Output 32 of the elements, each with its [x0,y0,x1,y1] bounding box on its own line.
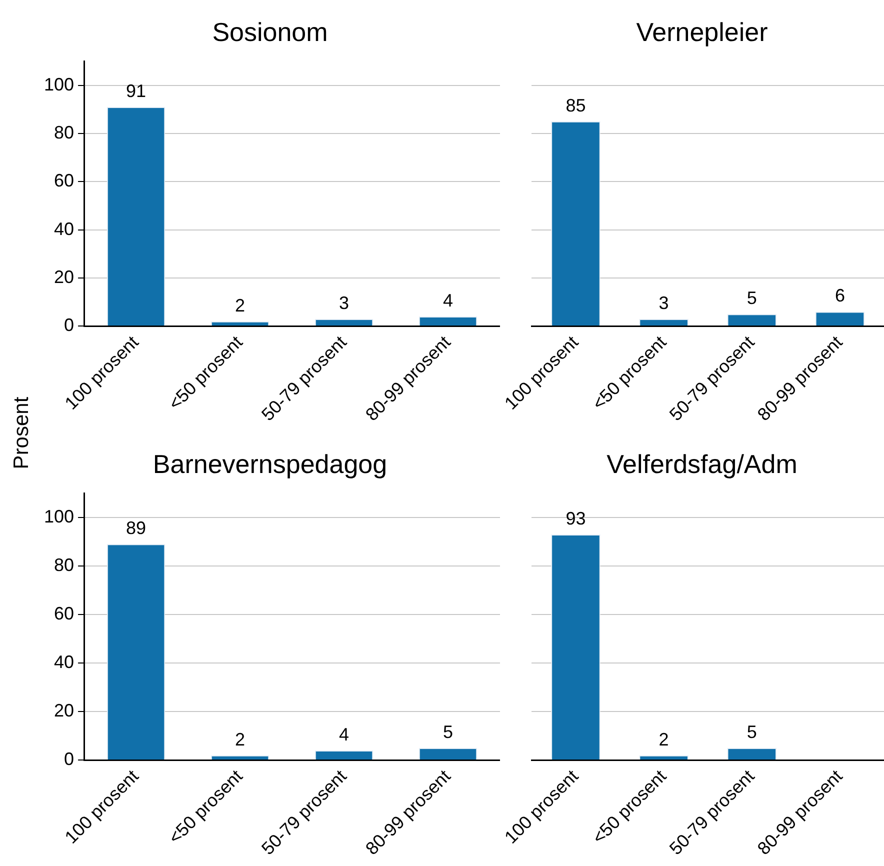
y-axis-title: Prosent [10,396,34,470]
data-label: 3 [339,292,350,313]
y-tick-label: 20 [54,266,74,287]
data-label: 93 [566,508,586,528]
data-label: 3 [658,292,669,313]
y-tick-label: 0 [64,315,74,336]
data-label: 85 [566,95,586,116]
chart-title: Velferdsfag/Adm [606,448,798,479]
data-label: 5 [746,722,757,742]
chart-title: Sosionom [212,16,328,47]
y-tick-label: 80 [54,554,74,575]
y-tick-label: 100 [44,74,74,94]
y-tick-label: 40 [54,652,74,672]
data-label: 5 [746,288,757,308]
y-tick-label: 100 [44,506,74,526]
data-label: 2 [235,729,246,750]
data-label: 89 [126,518,146,538]
data-label: 2 [658,729,669,750]
y-tick-label: 60 [54,170,74,191]
data-label: 6 [834,286,845,306]
y-tick-label: 40 [54,218,74,239]
data-label: 4 [442,290,454,311]
chart-title: Barnevernspedagog [152,448,388,479]
data-label: 4 [339,724,350,744]
data-label: 2 [235,295,246,316]
y-tick-label: 0 [64,749,74,770]
data-label: 91 [126,80,146,101]
y-tick-label: 20 [54,700,74,721]
data-label: 5 [442,722,454,742]
y-tick-label: 80 [54,122,74,142]
chart-title: Vernepleier [636,16,768,47]
y-tick-label: 60 [54,604,74,624]
